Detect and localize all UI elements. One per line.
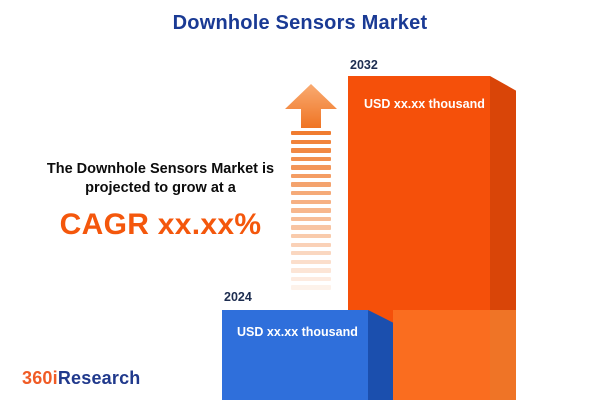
brand-logo: 360iResearch [22, 368, 141, 389]
annotation-block: The Downhole Sensors Market is projected… [18, 160, 303, 242]
bar-2024-side-face [368, 310, 393, 400]
bar-2032-side-lower-section [490, 310, 516, 400]
bar-2032-year-label: 2032 [350, 58, 378, 72]
bar-2032-value-label: USD xx.xx thousand [364, 97, 485, 111]
cagr-value: CAGR xx.xx% [59, 208, 262, 242]
bar-2024-year-label: 2024 [224, 290, 252, 304]
growth-arrow-icon [285, 84, 337, 294]
bar-2024-value-label: USD xx.xx thousand [237, 325, 358, 339]
page-title: Downhole Sensors Market [172, 12, 428, 34]
growth-arrow-dashes [285, 131, 337, 290]
annotation-line-1: The Downhole Sensors Market is [46, 161, 275, 177]
bar-2032-lower-section [393, 310, 490, 400]
logo-research: Research [57, 368, 141, 388]
arrow-head-icon [285, 84, 337, 128]
annotation-line-2: projected to grow at a [85, 180, 236, 197]
logo-360i: 360i [22, 368, 58, 388]
bar-2024 [222, 310, 368, 400]
